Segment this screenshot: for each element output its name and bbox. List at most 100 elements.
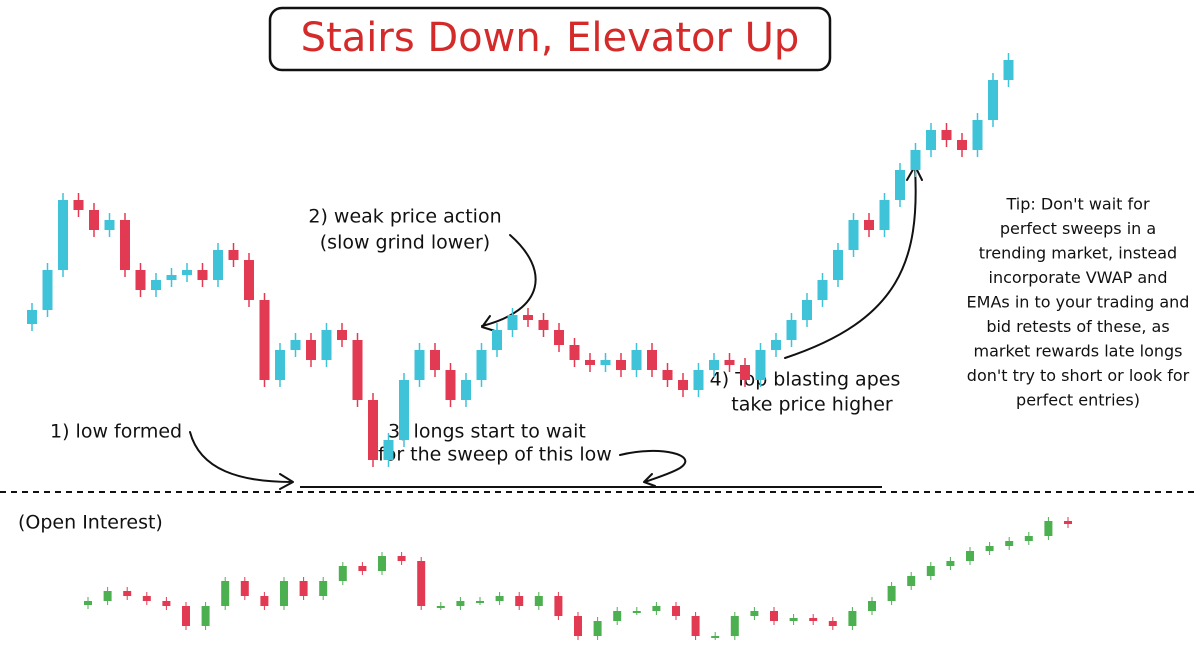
candle-body xyxy=(789,618,798,621)
candle-body xyxy=(275,350,285,380)
candle-body xyxy=(786,320,797,340)
candle-body xyxy=(182,270,192,275)
candle-body xyxy=(809,618,818,621)
candle-body xyxy=(926,566,935,576)
candle-body xyxy=(151,280,161,290)
candle-body xyxy=(414,350,425,380)
tip-line: incorporate VWAP and xyxy=(989,268,1168,287)
candle-body xyxy=(724,360,735,365)
candle-body xyxy=(1044,521,1053,536)
candle-body xyxy=(957,140,967,150)
candle-body xyxy=(58,200,68,270)
candle-body xyxy=(755,350,766,380)
candle-body xyxy=(554,596,563,616)
candle-body xyxy=(142,596,151,601)
candle-body xyxy=(201,606,210,626)
candle-body xyxy=(691,616,700,636)
candle-body xyxy=(868,601,876,611)
annotation: 2) weak price action xyxy=(308,206,501,228)
candle-body xyxy=(585,360,595,365)
candle-body xyxy=(693,370,704,390)
candle-body xyxy=(709,360,719,370)
candle-body xyxy=(523,315,533,320)
candle-body xyxy=(306,340,316,360)
candle-body xyxy=(213,250,223,280)
title-box xyxy=(268,6,832,72)
candle-body xyxy=(244,260,254,300)
candle-body xyxy=(290,340,301,350)
candle-body xyxy=(750,611,759,616)
candle-body xyxy=(941,130,952,140)
chart-title: Stairs Down, Elevator Up xyxy=(301,15,800,61)
candle-body xyxy=(1005,541,1014,546)
candle-body xyxy=(417,561,426,606)
candle-body xyxy=(711,636,720,638)
candle-body xyxy=(672,606,680,616)
candle-body xyxy=(135,270,146,290)
annotation: (slow grind lower) xyxy=(320,232,490,254)
candle-body xyxy=(613,611,622,621)
candle-body xyxy=(966,551,974,561)
candle-body xyxy=(569,345,580,360)
candle-body xyxy=(770,611,778,621)
candle-body xyxy=(515,596,524,606)
candle-body xyxy=(616,360,626,370)
candle-body xyxy=(848,220,859,250)
arrow xyxy=(481,234,537,332)
candle-body xyxy=(574,616,582,636)
candle-body xyxy=(162,601,171,606)
candle-body xyxy=(507,315,518,330)
candle-body xyxy=(228,250,239,260)
candle-body xyxy=(260,596,269,606)
candle-body xyxy=(495,596,504,601)
tip-line: bid retests of these, as xyxy=(986,317,1169,336)
arrow xyxy=(189,431,294,490)
candle-body xyxy=(652,606,661,611)
candle-body xyxy=(358,566,367,571)
candle-body xyxy=(879,200,890,230)
candle-body xyxy=(907,576,916,586)
candle-body xyxy=(1003,60,1014,80)
candle-body xyxy=(299,581,308,596)
candle-body xyxy=(461,380,471,400)
candle-body xyxy=(802,300,812,320)
annotation: for the sweep of this low xyxy=(378,444,612,466)
candle-body xyxy=(730,616,739,636)
candle-body xyxy=(280,581,288,606)
candle-body xyxy=(476,601,484,603)
candle-body xyxy=(73,200,84,210)
candle-body xyxy=(600,360,611,365)
candle-body xyxy=(383,440,394,460)
candle-body xyxy=(492,330,502,350)
candle-body xyxy=(833,250,843,280)
candle-body xyxy=(352,340,363,400)
candle-body xyxy=(972,120,983,150)
candle-body xyxy=(864,220,874,230)
tip-line: EMAs in to your trading and xyxy=(967,293,1190,312)
candle-body xyxy=(988,80,998,120)
candle-body xyxy=(338,566,347,581)
candle-body xyxy=(631,350,642,370)
candle-body xyxy=(337,330,347,340)
tip-line: Tip: Don't wait for xyxy=(1005,195,1149,214)
candle-body xyxy=(84,601,92,605)
candle-body xyxy=(740,365,750,380)
candle-body xyxy=(946,561,955,566)
annotation: 1) low formed xyxy=(50,421,182,443)
candle-body xyxy=(436,606,445,608)
candle-body xyxy=(926,130,936,150)
candle-body xyxy=(678,380,688,390)
candle-body xyxy=(593,621,602,636)
candle-body xyxy=(895,170,905,200)
candle-body xyxy=(476,350,487,380)
candle-body xyxy=(1024,536,1033,541)
tip-line: don't try to short or look for xyxy=(967,366,1190,385)
candle-body xyxy=(221,581,230,606)
candle-body xyxy=(182,606,190,626)
candle-body xyxy=(378,556,386,571)
candle-body xyxy=(534,596,543,606)
candle-body xyxy=(166,275,177,280)
arrow xyxy=(619,449,687,487)
candle-body xyxy=(817,280,828,300)
candle-body xyxy=(397,556,406,561)
